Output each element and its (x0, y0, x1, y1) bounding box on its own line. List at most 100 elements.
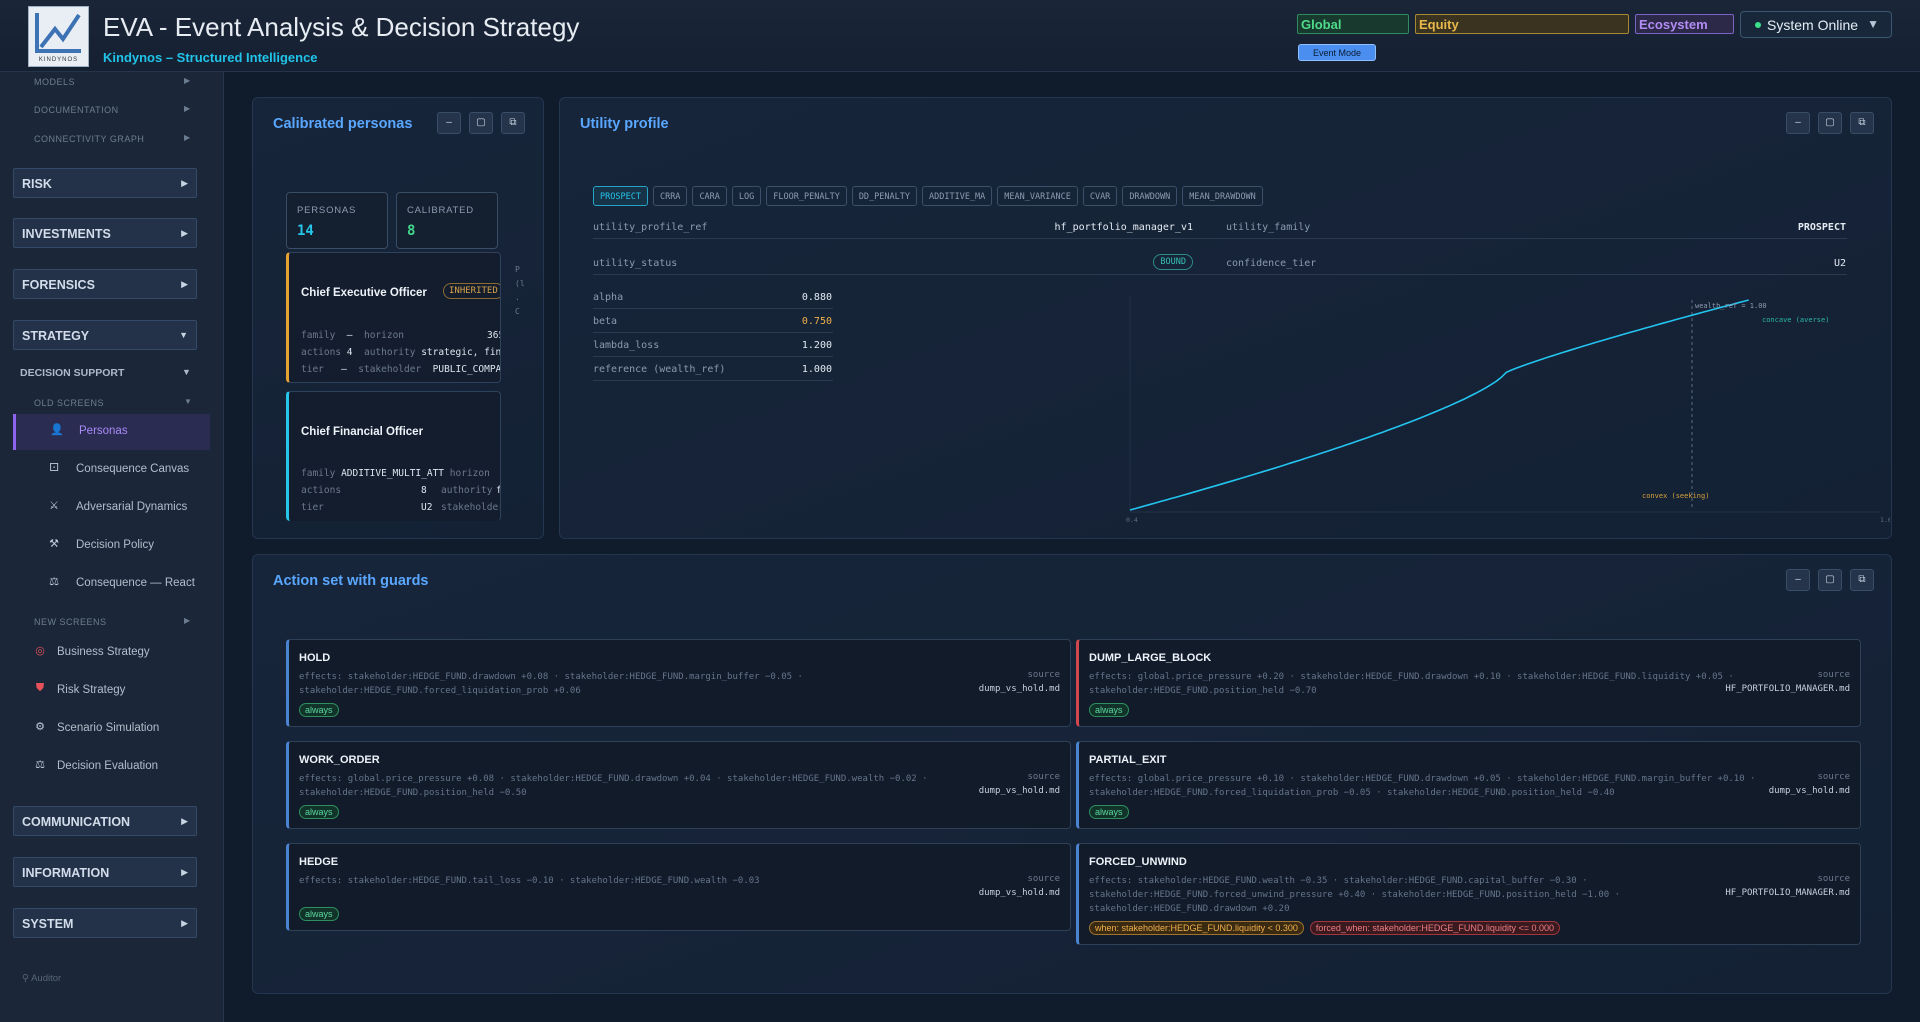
utility-family-chip[interactable]: CRRA (652, 186, 688, 206)
section-risk[interactable]: RISK ▶ (13, 168, 197, 198)
dice-icon: ⚀ (49, 462, 59, 474)
guard-tags: always (299, 805, 339, 819)
scope-global-button[interactable]: Global (1297, 14, 1409, 34)
sidebar-item-label: DOCUMENTATION (34, 105, 119, 115)
persona-card-ceo[interactable]: Chief Executive Officer INHERITED family… (286, 252, 501, 383)
popout-button[interactable]: ⧉ (501, 112, 525, 134)
clip-line: . (515, 293, 520, 302)
action-effects: effects: global.price_pressure +0.10 · s… (1089, 774, 1756, 798)
sidebar-item-consequence-react[interactable]: ⚖ Consequence — React (13, 566, 210, 602)
sidebar-item-label: CONNECTIVITY GRAPH (34, 134, 145, 144)
chevron-down-icon: ▼ (184, 397, 193, 406)
sidebar-item-consequence-canvas[interactable]: ⚀ Consequence Canvas (13, 452, 210, 488)
guard-tag: when: stakeholder:HEDGE_FUND.liquidity <… (1089, 921, 1304, 935)
utility-status-value: BOUND (1040, 254, 1193, 270)
sidebar-item-documentation[interactable]: DOCUMENTATION ▶ (34, 104, 190, 115)
sidebar-item-label: Consequence Canvas (76, 463, 190, 475)
source-value: HF_PORTFOLIO_MANAGER.md (1725, 888, 1850, 898)
section-information[interactable]: INFORMATION ▶ (13, 857, 197, 887)
group-new-screens[interactable]: NEW SCREENS ▶ (34, 616, 190, 627)
action-card-work-order[interactable]: WORK_ORDER effects: global.price_pressure… (286, 741, 1071, 829)
guard-tags: when: stakeholder:HEDGE_FUND.liquidity <… (1089, 921, 1560, 935)
guard-tag: forced_when: stakeholder:HEDGE_FUND.liqu… (1309, 921, 1560, 935)
scope-ecosystem-button[interactable]: Ecosystem (1635, 14, 1734, 34)
persona-row: family — horizon365d (301, 330, 500, 341)
section-label: SYSTEM (22, 917, 74, 931)
popout-button[interactable]: ⧉ (1850, 569, 1874, 591)
sidebar-item-personas[interactable]: 👤 Personas (13, 414, 210, 450)
sidebar-item-models[interactable]: MODELS ▶ (34, 76, 190, 87)
utility-family-chip[interactable]: CARA (692, 186, 727, 206)
guard-tag: always (1089, 805, 1129, 819)
minimize-button[interactable]: – (1786, 569, 1810, 591)
chevron-right-icon: ▶ (184, 104, 191, 113)
persona-row: tier — stakeholder PUBLIC_COMPANY (301, 364, 501, 375)
persona-card-cfo[interactable]: Chief Financial Officer family ADDITIVE_… (286, 391, 501, 521)
maximize-button[interactable]: ▢ (1818, 569, 1842, 591)
x-min-label: 0.4 (1126, 516, 1138, 524)
gear-icon: ⚙ (35, 721, 45, 733)
event-mode-button[interactable]: Event Mode (1298, 44, 1376, 61)
personas-count-card: PERSONAS 14 (286, 192, 388, 249)
system-status-dropdown[interactable]: System Online ▼ (1740, 11, 1892, 38)
minimize-button[interactable]: – (437, 112, 461, 134)
sidebar-item-risk-strategy[interactable]: ⛊ Risk Strategy (13, 673, 210, 709)
sidebar-item-decision-evaluation[interactable]: ⚖ Decision Evaluation (13, 749, 210, 785)
sidebar-item-label: Risk Strategy (57, 684, 126, 696)
sidebar-item-decision-policy[interactable]: ⚒ Decision Policy (13, 528, 210, 564)
group-old-screens[interactable]: OLD SCREENS ▼ (34, 397, 192, 408)
section-system[interactable]: SYSTEM ▶ (13, 908, 197, 938)
action-card-dump-large-block[interactable]: DUMP_LARGE_BLOCK effects: global.price_pr… (1076, 639, 1861, 727)
sidebar-item-business-strategy[interactable]: ◎ Business Strategy (13, 635, 210, 671)
utility-family-chip[interactable]: DD_PENALTY (851, 186, 917, 206)
sidebar-item-adversarial-dynamics[interactable]: ⚔ Adversarial Dynamics (13, 490, 210, 526)
utility-family-chip[interactable]: MEAN_DRAWDOWN (1182, 186, 1263, 206)
section-label: INVESTMENTS (22, 227, 111, 241)
utility-family-chip[interactable]: PROSPECT (593, 186, 648, 206)
utility-family-chip[interactable]: ADDITIVE_MA (922, 186, 993, 206)
utility-family-chip[interactable]: CVAR (1082, 186, 1118, 206)
action-card-forced-unwind[interactable]: FORCED_UNWIND effects: stakeholder:HEDGE_… (1076, 843, 1861, 945)
sidebar-item-label: Personas (79, 425, 128, 437)
guard-tags: always (299, 703, 339, 717)
utility-family-chip[interactable]: LOG (731, 186, 762, 206)
chevron-right-icon: ▶ (181, 816, 188, 826)
utility-family-chips: PROSPECT CRRA CARA LOG FLOOR_PENALTY DD_PENAL… (593, 184, 1268, 206)
sidebar-item-scenario-simulation[interactable]: ⚙ Scenario Simulation (13, 711, 210, 747)
action-name: HEDGE (299, 856, 339, 868)
scope-equity-button[interactable]: Equity (1415, 14, 1629, 34)
x-max-label: 1.6 (1880, 516, 1890, 524)
system-status-label: System Online (1767, 17, 1859, 33)
utility-profile-panel: Utility profile – ▢ ⧉ PROSPECT CRRA CARA LO… (559, 97, 1892, 539)
action-name: DUMP_LARGE_BLOCK (1089, 652, 1212, 664)
section-strategy[interactable]: STRATEGY ▼ (13, 320, 197, 350)
popout-button[interactable]: ⧉ (1850, 112, 1874, 134)
chevron-right-icon: ▶ (181, 918, 188, 928)
utility-family-chip[interactable]: FLOOR_PENALTY (766, 186, 847, 206)
maximize-button[interactable]: ▢ (1818, 112, 1842, 134)
maximize-button[interactable]: ▢ (469, 112, 493, 134)
section-investments[interactable]: INVESTMENTS ▶ (13, 218, 197, 248)
section-communication[interactable]: COMMUNICATION ▶ (13, 806, 197, 836)
section-label: INFORMATION (22, 866, 110, 880)
source-label: source (1027, 772, 1060, 782)
action-name: FORCED_UNWIND (1089, 856, 1187, 868)
utility-family-label: utility_family (1226, 222, 1311, 233)
chevron-down-icon: ▼ (182, 367, 191, 377)
stat-label: PERSONAS (297, 205, 357, 216)
auditor-link[interactable]: ⚲ Auditor (22, 973, 61, 984)
utility-family-chip[interactable]: DRAWDOWN (1122, 186, 1178, 206)
source-value: dump_vs_hold.md (1768, 786, 1850, 796)
action-card-hold[interactable]: HOLD effects: stakeholder:HEDGE_FUND.draw… (286, 639, 1071, 727)
action-card-partial-exit[interactable]: PARTIAL_EXIT effects: global.price_pressu… (1076, 741, 1861, 829)
action-card-hedge[interactable]: HEDGE effects: stakeholder:HEDGE_FUND.tai… (286, 843, 1071, 931)
subsection-decision-support[interactable]: DECISION SUPPORT ▼ (20, 367, 191, 379)
calibrated-count-card: CALIBRATED 8 (396, 192, 498, 249)
action-effects: effects: stakeholder:HEDGE_FUND.wealth −… (1089, 876, 1621, 914)
section-forensics[interactable]: FORENSICS ▶ (13, 269, 197, 299)
minimize-button[interactable]: – (1786, 112, 1810, 134)
utility-family-chip[interactable]: MEAN_VARIANCE (997, 186, 1078, 206)
source-value: dump_vs_hold.md (978, 888, 1060, 898)
sidebar-item-connectivity-graph[interactable]: CONNECTIVITY GRAPH ▶ (34, 133, 190, 144)
